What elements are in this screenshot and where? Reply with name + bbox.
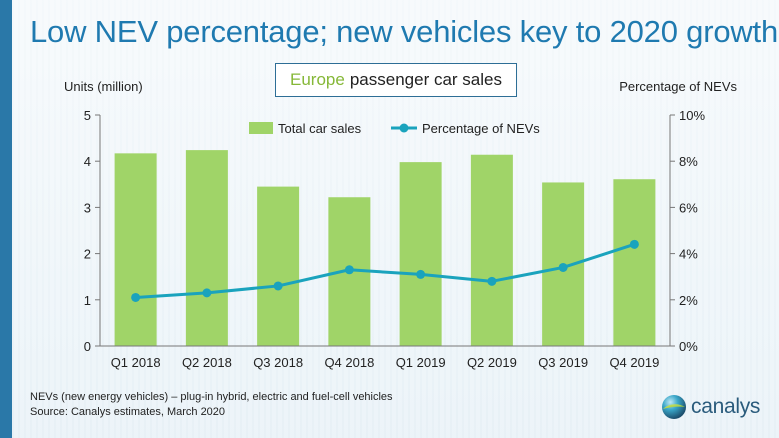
- x-tick-label: Q3 2018: [253, 355, 303, 370]
- footnote-source: Source: Canalys estimates, March 2020: [30, 406, 226, 418]
- bar-total-car-sales: [114, 153, 157, 346]
- left-tick-label: 5: [84, 108, 91, 123]
- legend-swatch-total-car-sales: [249, 122, 273, 134]
- bar-total-car-sales: [185, 150, 228, 346]
- x-tick-label: Q2 2018: [182, 355, 232, 370]
- point-percentage-of-nevs: [202, 288, 212, 298]
- point-percentage-of-nevs: [416, 269, 426, 279]
- subtitle-accent: Europe: [290, 70, 345, 89]
- globe-icon: [662, 395, 686, 419]
- point-percentage-of-nevs: [629, 239, 639, 249]
- point-percentage-of-nevs: [487, 276, 497, 286]
- bar-total-car-sales: [257, 186, 300, 346]
- subtitle-text: passenger car sales: [349, 70, 502, 89]
- x-tick-label: Q2 2019: [467, 355, 517, 370]
- canalys-logo: canalys: [661, 394, 760, 420]
- left-accent-bar: [0, 0, 12, 438]
- point-percentage-of-nevs: [131, 292, 141, 302]
- point-percentage-of-nevs: [344, 265, 354, 275]
- right-tick-label: 6%: [679, 200, 698, 215]
- bar-total-car-sales: [613, 179, 656, 346]
- legend-label-total-car-sales: Total car sales: [278, 121, 362, 136]
- right-axis-title: Percentage of NEVs: [619, 79, 737, 94]
- x-tick-label: Q4 2018: [324, 355, 374, 370]
- left-tick-label: 3: [84, 200, 91, 215]
- right-tick-label: 4%: [679, 247, 698, 262]
- left-tick-label: 2: [84, 247, 91, 262]
- right-tick-label: 8%: [679, 154, 698, 169]
- left-tick-label: 1: [84, 293, 91, 308]
- point-percentage-of-nevs: [273, 281, 283, 291]
- right-tick-label: 0%: [679, 339, 698, 354]
- x-tick-label: Q3 2019: [538, 355, 588, 370]
- legend-swatch-marker: [399, 123, 409, 133]
- x-tick-label: Q1 2018: [111, 355, 161, 370]
- point-percentage-of-nevs: [558, 262, 568, 272]
- bar-total-car-sales: [399, 162, 442, 346]
- x-tick-label: Q1 2019: [396, 355, 446, 370]
- left-tick-label: 0: [84, 339, 91, 354]
- bar-total-car-sales: [470, 154, 513, 346]
- right-tick-label: 10%: [679, 108, 705, 123]
- footnote-nev-definition: NEVs (new energy vehicles) – plug-in hyb…: [30, 391, 393, 403]
- page-title: Low NEV percentage; new vehicles key to …: [30, 14, 779, 49]
- line-percentage-of-nevs: [135, 242, 635, 299]
- left-axis-title: Units (million): [64, 79, 143, 94]
- chart-subtitle-box: Europe passenger car sales: [275, 63, 517, 97]
- right-tick-label: 2%: [679, 293, 698, 308]
- legend-label-percentage-of-nevs: Percentage of NEVs: [422, 121, 540, 136]
- logo-text: canalys: [691, 395, 761, 418]
- x-tick-label: Q4 2019: [609, 355, 659, 370]
- left-tick-label: 4: [84, 154, 91, 169]
